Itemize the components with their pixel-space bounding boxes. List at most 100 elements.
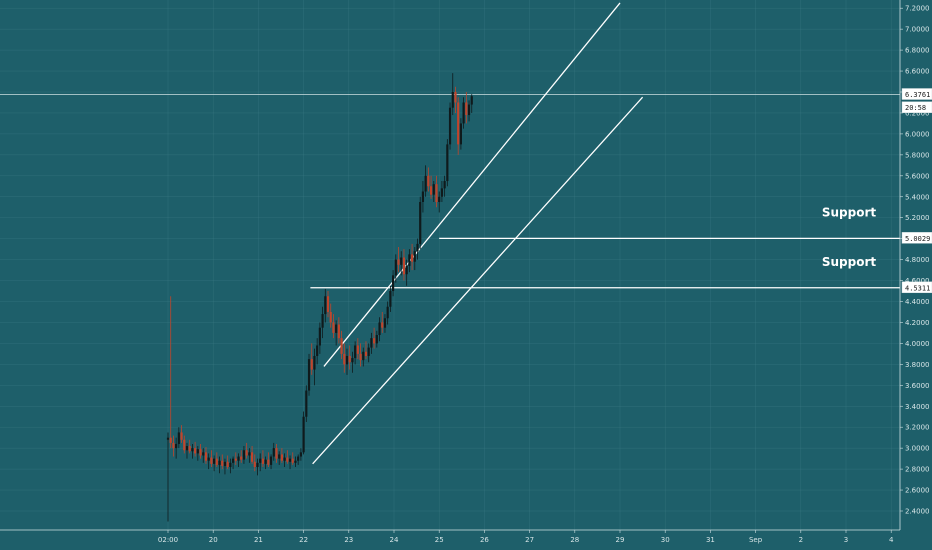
candle bbox=[229, 458, 232, 474]
y-axis[interactable]: 2.4000 2.6000 2.8000 3.0000 3.2000 3.4000 3.60… bbox=[899, 0, 932, 550]
y-tick-label: 4.0000 bbox=[905, 340, 930, 348]
candle-body bbox=[313, 355, 316, 370]
candle bbox=[183, 435, 186, 454]
candle bbox=[457, 97, 460, 155]
candle bbox=[405, 259, 408, 286]
candle-body bbox=[359, 353, 362, 361]
x-tick-label: 23 bbox=[344, 536, 353, 544]
candle-body bbox=[429, 186, 433, 195]
y-tick-label: 5.4000 bbox=[905, 193, 930, 201]
candle bbox=[207, 453, 210, 470]
candle-body bbox=[269, 456, 273, 465]
candle bbox=[386, 301, 389, 325]
x-tick-label: 30 bbox=[661, 536, 670, 544]
candle bbox=[204, 447, 208, 464]
candle-body bbox=[400, 257, 403, 265]
candle bbox=[313, 348, 316, 386]
candle bbox=[256, 458, 259, 476]
candle bbox=[343, 343, 346, 373]
x-axis[interactable]: 02:00 20 21 22 23 24 25 26 27 28 29 30 31 Sep 2 3 4 bbox=[0, 529, 932, 550]
candle-body bbox=[242, 450, 246, 460]
candle-body bbox=[413, 251, 416, 262]
candle bbox=[237, 453, 240, 468]
countdown-label: 20:58 bbox=[901, 101, 932, 113]
candle bbox=[427, 167, 430, 192]
countdown-box bbox=[901, 101, 932, 113]
candle bbox=[326, 291, 330, 318]
candle-body bbox=[378, 322, 381, 336]
x-tick-label: 20 bbox=[209, 536, 218, 544]
candle bbox=[454, 86, 457, 113]
candle-body bbox=[207, 457, 210, 461]
candle-body bbox=[326, 296, 330, 312]
candle bbox=[459, 118, 462, 150]
candle-body bbox=[356, 345, 359, 354]
candle-body bbox=[218, 460, 221, 465]
candle bbox=[413, 247, 416, 271]
y-tick-label: 5.2000 bbox=[905, 214, 930, 222]
trend-lines bbox=[312, 2, 644, 465]
candle bbox=[348, 345, 351, 370]
candle-body bbox=[391, 275, 395, 292]
candle-body bbox=[280, 454, 284, 461]
candle bbox=[378, 317, 381, 342]
candle bbox=[337, 317, 340, 344]
x-tick-label: 29 bbox=[616, 536, 625, 544]
candle bbox=[283, 453, 286, 468]
support-lower-label: 4.5311 bbox=[901, 281, 932, 294]
candle-body bbox=[183, 439, 186, 451]
candle bbox=[335, 320, 338, 346]
candle-body bbox=[421, 191, 425, 202]
candle-body bbox=[310, 359, 313, 370]
candle bbox=[302, 411, 305, 455]
candle bbox=[465, 92, 468, 124]
candle bbox=[310, 343, 313, 375]
candle bbox=[221, 454, 224, 470]
candle-body bbox=[397, 259, 400, 265]
candle-body bbox=[389, 291, 392, 307]
candle-body bbox=[237, 456, 240, 461]
candle-body bbox=[275, 448, 278, 459]
candle bbox=[215, 452, 218, 468]
candle bbox=[440, 181, 444, 202]
candle bbox=[429, 175, 433, 199]
candle-body bbox=[185, 446, 189, 451]
candle-body bbox=[383, 318, 387, 328]
candle-body bbox=[267, 459, 270, 465]
candle-body bbox=[354, 345, 357, 359]
candle bbox=[416, 238, 419, 260]
candle bbox=[294, 456, 297, 468]
candle bbox=[240, 450, 243, 463]
candle-body bbox=[381, 322, 384, 328]
candle bbox=[370, 332, 373, 354]
candle-body bbox=[223, 461, 227, 466]
x-tick-label: 02:00 bbox=[158, 536, 178, 544]
candle bbox=[234, 452, 237, 465]
candle bbox=[419, 196, 422, 250]
candle bbox=[421, 181, 425, 213]
candle-body bbox=[343, 353, 346, 365]
candle bbox=[367, 343, 370, 363]
countdown-text: 20:58 bbox=[905, 104, 926, 112]
candle-body bbox=[231, 458, 235, 463]
y-tick-label: 3.8000 bbox=[905, 361, 930, 369]
candle-body bbox=[316, 345, 319, 356]
candle bbox=[435, 175, 438, 208]
candle bbox=[175, 437, 178, 459]
candle-body bbox=[318, 327, 321, 346]
candle bbox=[467, 100, 471, 122]
candle-body bbox=[278, 454, 281, 459]
candle-body bbox=[259, 458, 262, 463]
candle bbox=[291, 452, 294, 465]
candle-body bbox=[256, 462, 259, 468]
x-tick-label: Sep bbox=[749, 536, 763, 544]
candle-body bbox=[432, 184, 435, 195]
candle bbox=[364, 341, 368, 360]
candle bbox=[169, 296, 172, 449]
candle bbox=[166, 432, 170, 522]
candle-body bbox=[221, 460, 224, 466]
price-labels: 6.3761 20:58 5.0029 4.5311 bbox=[901, 88, 932, 294]
candle bbox=[177, 427, 180, 449]
